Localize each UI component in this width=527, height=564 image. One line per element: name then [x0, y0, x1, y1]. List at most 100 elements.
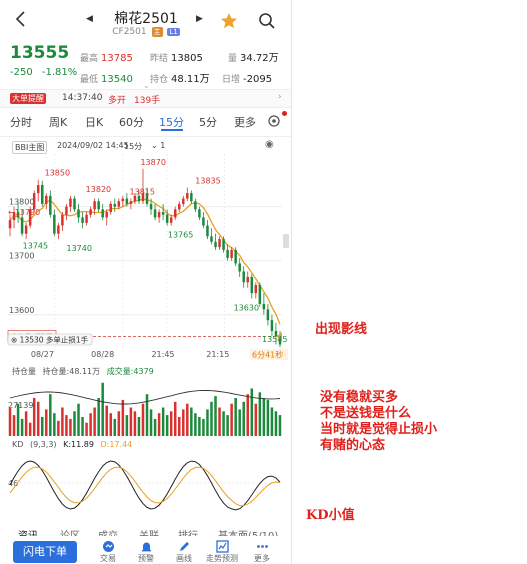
volume-bar — [242, 401, 245, 436]
expand-chevron-icon[interactable]: ⌄ — [143, 81, 150, 90]
forecast-nav[interactable]: 走势预测 — [204, 540, 240, 564]
candle-body — [214, 241, 217, 248]
active-tab-indicator — [161, 129, 183, 131]
volume-bar — [77, 403, 80, 436]
price-annotation: 13630 — [234, 304, 259, 313]
tab-more[interactable]: 更多 — [234, 116, 256, 129]
candle-body — [202, 217, 205, 226]
oi-select[interactable]: 持仓量 — [12, 367, 36, 376]
volume-bar — [41, 417, 44, 436]
volume-indicator: 成交量:4379 — [106, 367, 154, 376]
low-value: 13540 — [101, 74, 133, 85]
thought-line-3: 当时就是觉得止损小 — [320, 422, 438, 437]
kd-annotation: KD小值 — [306, 508, 355, 523]
flash-order-button[interactable]: 闪电下单 — [13, 541, 77, 563]
star-icon[interactable] — [220, 12, 238, 34]
candle-body — [149, 203, 153, 210]
candle-body — [262, 303, 266, 310]
candle-body — [129, 201, 133, 204]
tab-15min[interactable]: 15分 — [159, 116, 184, 129]
contract-code-text: CF2501 — [112, 27, 147, 37]
thought-line-4: 有赌的心态 — [320, 438, 386, 453]
candle-body — [109, 203, 112, 213]
volume-bar — [129, 407, 133, 436]
volume-bar — [222, 411, 225, 436]
volume-bar — [109, 413, 112, 436]
tab-weekly[interactable]: 周K — [49, 116, 68, 129]
candle-body — [89, 209, 92, 215]
candle-body — [117, 201, 121, 207]
candle-body — [57, 225, 60, 234]
prev-settle-stat: 昨结 13805 — [150, 46, 203, 65]
low-label: 最低 — [80, 75, 99, 85]
forecast-icon — [215, 540, 229, 553]
trade-label: 交易 — [100, 554, 116, 563]
volume-bar — [53, 413, 56, 436]
back-icon[interactable] — [14, 10, 28, 28]
volume-bar — [12, 415, 16, 436]
tab-60min[interactable]: 60分 — [119, 116, 144, 129]
prev-contract-icon[interactable]: ◀ — [86, 14, 93, 24]
candle-body — [49, 195, 52, 215]
chart-extra: ⌄ 1 — [151, 141, 166, 150]
chart-settings-icon[interactable] — [266, 113, 282, 133]
volume-bar — [49, 394, 52, 436]
volume-bar — [125, 415, 129, 436]
draw-label: 画线 — [176, 554, 192, 563]
search-icon[interactable] — [258, 12, 276, 34]
d-value: D:17.44 — [100, 440, 133, 449]
volume-bar — [137, 417, 141, 436]
alert-nav[interactable]: 预警 — [128, 540, 164, 564]
contract-title: 棉花2501 — [114, 11, 178, 27]
more-nav[interactable]: 更多 — [244, 540, 280, 564]
candle-body — [173, 209, 177, 218]
candle-body — [250, 276, 254, 294]
eye-icon[interactable]: ◉ — [265, 139, 274, 150]
draw-nav[interactable]: 画线 — [166, 540, 202, 564]
price-annotation: 13870 — [140, 158, 165, 167]
candle-body — [161, 212, 165, 215]
volume-bar — [101, 382, 104, 436]
candle-body — [20, 217, 24, 234]
volume-bar — [20, 418, 24, 436]
time-tick-label: 08/27 — [31, 350, 54, 359]
volume-bar — [73, 411, 76, 436]
chart-datetime: 2024/09/02 14:45 — [57, 141, 129, 150]
candle-body — [61, 214, 64, 226]
volume-bar — [8, 407, 12, 436]
high-label: 最高 — [80, 54, 99, 64]
volume-bar — [16, 403, 20, 436]
prev-value: 13805 — [171, 53, 203, 64]
volume-bar — [190, 407, 193, 436]
candle-body — [165, 214, 169, 223]
candle-body — [8, 220, 12, 229]
candle-body — [137, 195, 141, 202]
candle-body — [153, 209, 157, 218]
k-line — [9, 460, 281, 511]
tab-timeshare[interactable]: 分时 — [10, 116, 32, 129]
volume-bar — [182, 409, 185, 436]
indicator-select[interactable]: BBI主图 — [12, 141, 48, 154]
volume-bar — [274, 411, 278, 436]
trade-nav[interactable]: 交易 — [90, 540, 126, 564]
candle-body — [198, 209, 201, 218]
oi-indicator: 持仓量:48.11万 — [42, 367, 101, 376]
tab-5min[interactable]: 5分 — [199, 116, 217, 129]
volume-bar — [81, 417, 84, 436]
volume-bar — [218, 407, 221, 436]
volume-bar — [238, 409, 241, 436]
kd-select[interactable]: KD — [12, 440, 24, 449]
next-contract-icon[interactable]: ▶ — [196, 14, 203, 24]
candle-body — [218, 239, 221, 248]
candle-body — [169, 217, 173, 223]
high-value: 13785 — [101, 53, 133, 64]
volume-bar — [270, 407, 274, 436]
high-stat: 最高 13785 — [80, 46, 133, 65]
volume-bar — [121, 399, 125, 436]
candle-body — [65, 206, 68, 215]
big-order-ticker[interactable] — [0, 89, 291, 108]
oi-chg-value: -2095 — [243, 74, 273, 85]
tab-daily[interactable]: 日K — [85, 116, 104, 129]
candlestick-chart[interactable]: 13800 13700 13600 13850 13870 13820 13815 13835… — [0, 154, 292, 364]
candle-body — [234, 249, 237, 264]
